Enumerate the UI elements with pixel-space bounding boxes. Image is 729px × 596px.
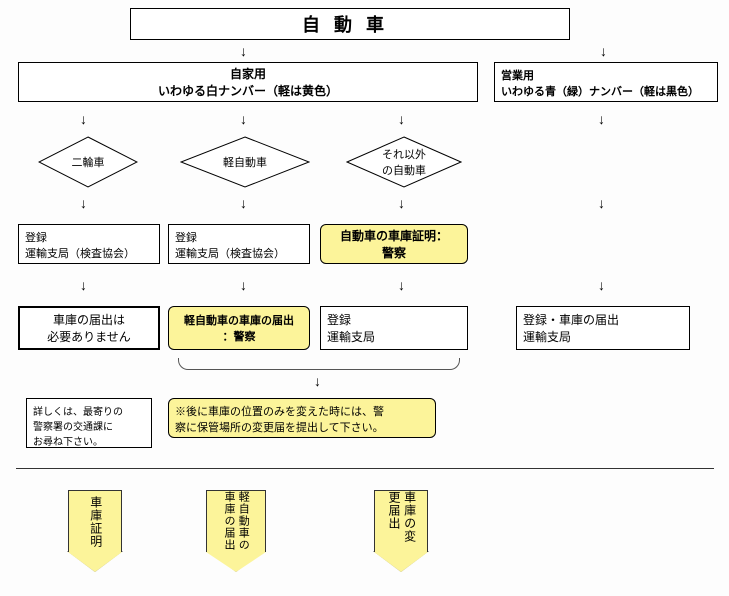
row2-other-l2: 運輸支局 bbox=[327, 328, 375, 345]
row1-two-wheel-l2: 運輸支局（検査協会） bbox=[25, 245, 135, 261]
separator bbox=[16, 468, 714, 469]
down-arrow-kei-todokede: 軽自動車の車庫の届出 bbox=[206, 490, 266, 572]
row2-two-wheel-l1: 車庫の届出は bbox=[53, 311, 125, 328]
diamond-kei: 軽自動車 bbox=[180, 136, 310, 188]
arrow: ↓ bbox=[598, 278, 605, 292]
down-arrow-henkou: 車庫の変更届出 bbox=[374, 490, 428, 572]
arrow: ↓ bbox=[398, 112, 405, 126]
row1-other-l1: 自動車の車庫証明： bbox=[340, 227, 448, 244]
arrow-label-3: 車庫の変更届出 bbox=[385, 491, 416, 552]
arrow: ↓ bbox=[80, 196, 87, 210]
note-detail-l1: 詳しくは、最寄りの bbox=[33, 403, 123, 418]
down-arrow-shako-shomei: 車庫証明 bbox=[68, 490, 122, 572]
private-l1: 自家用 bbox=[230, 65, 266, 82]
row1-kei: 登録 運輸支局（検査協会） bbox=[168, 224, 310, 264]
row1-kei-l1: 登録 bbox=[175, 229, 197, 245]
note-detail-l2: 警察署の交通課に bbox=[33, 418, 113, 433]
commercial-header: 営業用 いわゆる青（緑）ナンバー（軽は黒色） bbox=[494, 62, 718, 102]
row2-two-wheel: 車庫の届出は 必要ありません bbox=[18, 306, 160, 350]
note-after: ※後に車庫の位置のみを変えた時には、警 察に保管場所の変更届を提出して下さい。 bbox=[168, 398, 436, 438]
row2-commercial-l2: 運輸支局 bbox=[523, 328, 571, 345]
note-detail-l3: お尋ね下さい。 bbox=[33, 433, 103, 448]
arrow-label-1: 車庫証明 bbox=[87, 496, 103, 548]
row1-kei-l2: 運輸支局（検査協会） bbox=[175, 245, 285, 261]
diamond-other-l1: それ以外 bbox=[382, 149, 426, 161]
diamond-two-wheel-label: 二輪車 bbox=[72, 154, 105, 170]
row2-kei: 軽自動車の車庫の届出 ：警察 bbox=[168, 306, 310, 350]
diamond-other-label: それ以外 の自動車 bbox=[382, 146, 426, 178]
arrow: ↓ bbox=[314, 374, 321, 388]
diamond-other-l2: の自動車 bbox=[382, 165, 426, 177]
arrow-label-2: 軽自動車の車庫の届出 bbox=[222, 491, 251, 552]
title-text: 自動車 bbox=[302, 11, 398, 37]
arrow: ↓ bbox=[80, 112, 87, 126]
row1-two-wheel: 登録 運輸支局（検査協会） bbox=[18, 224, 160, 264]
row2-kei-l2: ：警察 bbox=[223, 328, 256, 344]
row2-commercial: 登録・車庫の届出 運輸支局 bbox=[516, 306, 690, 350]
commercial-l2: いわゆる青（緑）ナンバー（軽は黒色） bbox=[501, 83, 699, 99]
row1-two-wheel-l1: 登録 bbox=[25, 229, 47, 245]
row2-other: 登録 運輸支局 bbox=[320, 306, 468, 350]
arrow: ↓ bbox=[240, 44, 247, 58]
note-after-l2: 察に保管場所の変更届を提出して下さい。 bbox=[175, 419, 384, 435]
diamond-two-wheel: 二輪車 bbox=[38, 136, 138, 188]
row2-kei-l1: 軽自動車の車庫の届出 bbox=[184, 312, 294, 328]
arrow: ↓ bbox=[600, 44, 607, 58]
arrow: ↓ bbox=[80, 278, 87, 292]
private-header: 自家用 いわゆる白ナンバー（軽は黄色） bbox=[18, 62, 478, 102]
arrow: ↓ bbox=[240, 278, 247, 292]
arrow: ↓ bbox=[598, 196, 605, 210]
private-l2: いわゆる白ナンバー（軽は黄色） bbox=[158, 82, 338, 99]
diamond-other: それ以外 の自動車 bbox=[346, 136, 462, 188]
commercial-l1: 営業用 bbox=[501, 67, 534, 83]
row2-two-wheel-l2: 必要ありません bbox=[47, 328, 131, 345]
row1-other: 自動車の車庫証明： 警察 bbox=[320, 224, 468, 264]
diamond-kei-label: 軽自動車 bbox=[223, 154, 267, 170]
row2-other-l1: 登録 bbox=[327, 311, 351, 328]
arrow: ↓ bbox=[240, 112, 247, 126]
note-after-l1: ※後に車庫の位置のみを変えた時には、警 bbox=[175, 403, 384, 419]
title-box: 自動車 bbox=[130, 8, 570, 40]
note-detail: 詳しくは、最寄りの 警察署の交通課に お尋ね下さい。 bbox=[26, 398, 152, 448]
arrow: ↓ bbox=[398, 278, 405, 292]
arrow: ↓ bbox=[240, 196, 247, 210]
row1-other-l2: 警察 bbox=[382, 244, 406, 261]
row2-commercial-l1: 登録・車庫の届出 bbox=[523, 311, 619, 328]
brace bbox=[178, 358, 460, 370]
arrow: ↓ bbox=[598, 112, 605, 126]
arrow: ↓ bbox=[398, 196, 405, 210]
